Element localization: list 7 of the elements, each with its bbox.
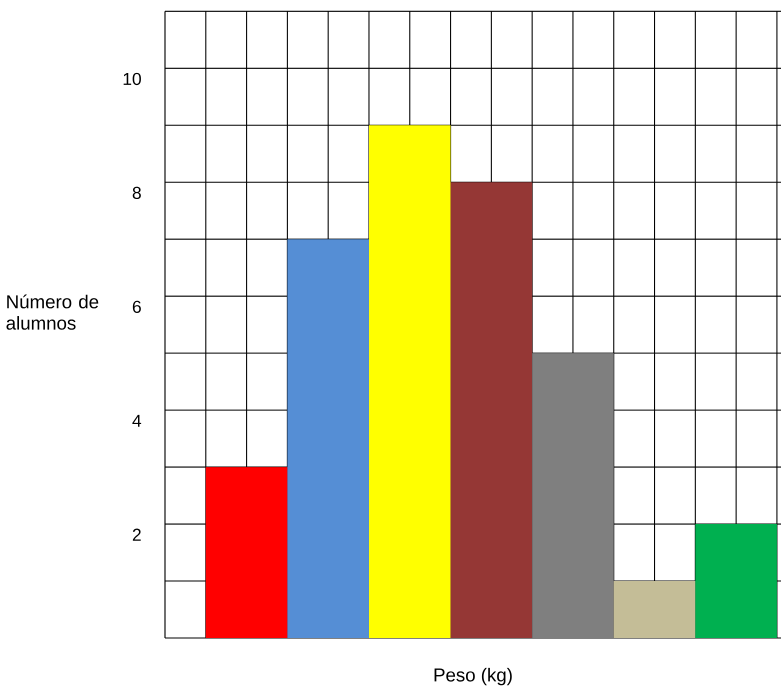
y-tick-label: 6 xyxy=(132,300,141,313)
y-tick-label: 2 xyxy=(132,528,141,541)
y-tick-label: 8 xyxy=(132,186,141,200)
y-tick-label: 4 xyxy=(132,414,142,427)
x-axis-title: Peso (kg) xyxy=(434,668,512,686)
y-tick-label: 10 xyxy=(124,72,141,86)
y-axis-title: Número de alumnos xyxy=(6,294,98,330)
